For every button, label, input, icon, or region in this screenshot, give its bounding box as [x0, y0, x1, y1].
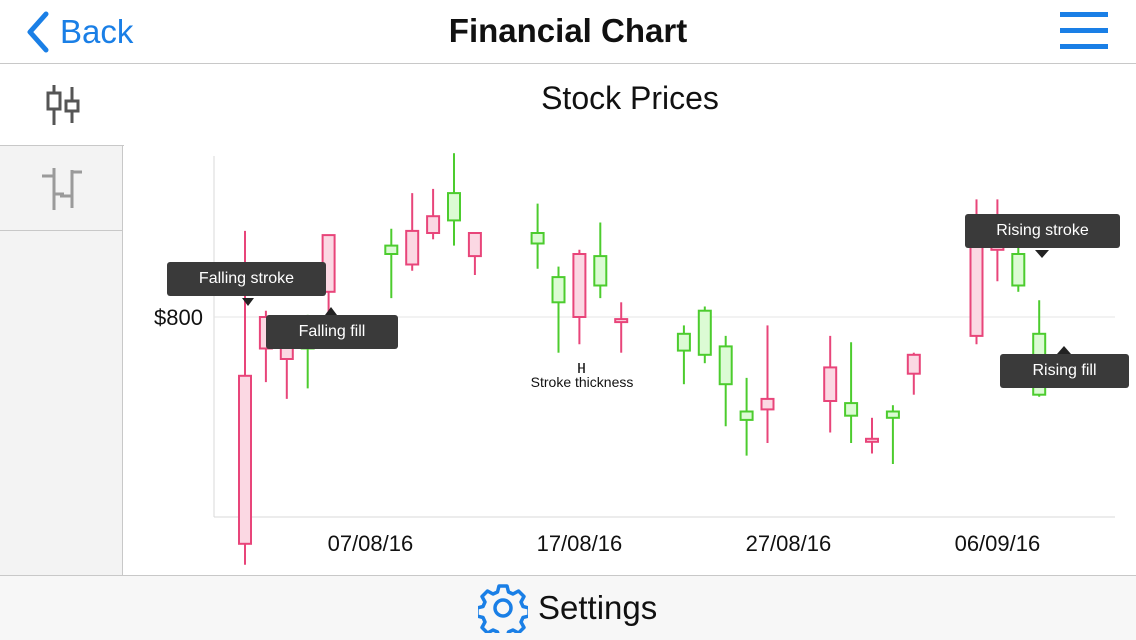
candlestick-chart[interactable]: $800 07/08/16 17/08/16 27/08/16 06/09/16 Stro…: [124, 64, 1136, 575]
candle-body: [1011, 253, 1026, 287]
chart-title: Stock Prices: [541, 80, 719, 116]
rising-stroke-pointer: [1035, 250, 1049, 258]
x-tick-label: 27/08/16: [746, 531, 832, 556]
chevron-left-icon: [27, 11, 49, 53]
candle-body: [405, 229, 420, 266]
candle-body: [823, 366, 838, 402]
candle-body: [906, 353, 921, 375]
candle-body: [384, 244, 399, 256]
candle-body: [551, 276, 566, 304]
navigation-bar: Back Financial Chart: [0, 0, 1136, 64]
falling-stroke-pointer: [242, 298, 254, 306]
candle-body: [593, 255, 608, 287]
stroke-thickness-annotation: Stroke thickness: [531, 374, 634, 390]
x-tick-label: 07/08/16: [328, 531, 414, 556]
candle-body: [697, 309, 712, 356]
chart-panel: $800 07/08/16 17/08/16 27/08/16 06/09/16 Stro…: [124, 64, 1136, 575]
y-tick-label: $800: [154, 305, 203, 330]
menu-button[interactable]: [1058, 10, 1110, 52]
candle-body: [739, 410, 754, 421]
candle-body: [760, 397, 775, 411]
candle-body: [969, 236, 984, 337]
candle-body: [572, 253, 587, 318]
x-tick-label: 06/09/16: [955, 531, 1041, 556]
chart-type-sidebar: [0, 64, 124, 575]
bottom-toolbar: Settings: [0, 575, 1136, 640]
hamburger-menu-icon: [1060, 12, 1108, 49]
candle-body: [676, 332, 691, 352]
rising-stroke-annotation: Rising stroke: [965, 214, 1120, 248]
candle-body: [885, 410, 900, 419]
candle-body: [467, 232, 482, 258]
page-title: Financial Chart: [448, 12, 688, 49]
candle-body: [844, 402, 859, 417]
candle-body: [718, 345, 733, 386]
back-button[interactable]: Back: [26, 10, 133, 54]
candle-body: [530, 232, 545, 245]
falling-stroke-annotation: Falling stroke: [167, 262, 326, 296]
candlestick-type-button[interactable]: [0, 64, 124, 146]
rising-fill-pointer: [1057, 346, 1071, 354]
candle-body: [238, 374, 252, 545]
candle-body: [865, 437, 879, 443]
candle-body: [614, 318, 629, 324]
ohlc-type-button[interactable]: [0, 147, 123, 231]
back-label: Back: [60, 13, 134, 50]
candle-body: [447, 192, 461, 222]
gear-icon: [478, 584, 528, 633]
settings-button[interactable]: Settings: [478, 582, 657, 634]
falling-fill-pointer: [325, 307, 337, 315]
rising-fill-annotation: Rising fill: [1000, 354, 1129, 388]
ohlc-icon: [41, 167, 82, 210]
falling-fill-annotation: Falling fill: [266, 315, 398, 349]
x-tick-label: 17/08/16: [537, 531, 623, 556]
candlestick-icon: [46, 84, 80, 125]
settings-label: Settings: [538, 589, 658, 626]
candle-body: [426, 215, 441, 234]
